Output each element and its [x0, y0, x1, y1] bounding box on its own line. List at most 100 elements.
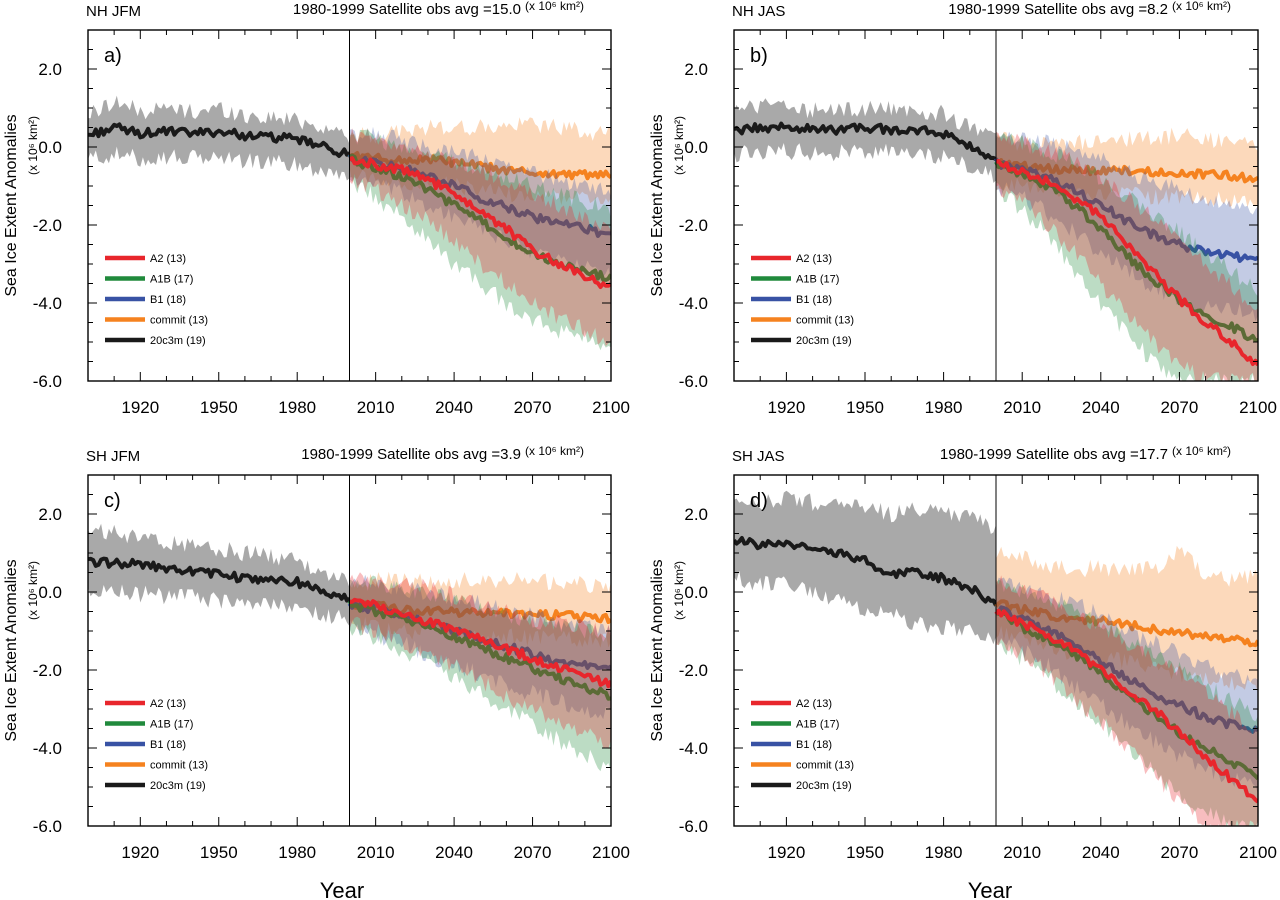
y-tick-label: 2.0 — [684, 60, 708, 79]
legend-label: A1B (17) — [150, 274, 193, 286]
x-axis-label-year-left: Year — [320, 878, 364, 900]
series-line-20c3m — [88, 122, 351, 158]
panel-letter: c) — [104, 490, 121, 512]
legend-label: A2 (13) — [150, 253, 186, 265]
legend-label: A1B (17) — [150, 719, 193, 731]
x-tick-label: 1980 — [278, 398, 316, 417]
legend: A2 (13) A1B (17) B1 (18) commit (13) 20c3m (… — [751, 698, 854, 792]
x-tick-label: 2010 — [357, 843, 395, 862]
spread-band-20c3m — [734, 98, 996, 183]
subtitle-units: (x 10⁶ km²) — [525, 444, 584, 458]
x-tick-label: 2040 — [435, 843, 473, 862]
spread-band-a2 — [349, 128, 611, 347]
x-tick-label: 1950 — [200, 843, 238, 862]
series-line-a2 — [995, 159, 1258, 367]
series-line-a1b — [994, 161, 1258, 343]
subtitle-units: (x 10⁶ km²) — [1172, 444, 1231, 458]
legend-label: B1 (18) — [150, 739, 186, 751]
panel-letter: b) — [750, 45, 768, 67]
x-tick-label: 2010 — [357, 398, 395, 417]
series-line-20c3m — [88, 556, 351, 603]
legend-label: commit (13) — [150, 315, 208, 327]
x-tick-label: 2070 — [1160, 843, 1198, 862]
panel-nh-jfm: -6.0 -4.0 -2.0 0.0 2.0 1920 1950 1980 2010 2040 20… — [3, 0, 630, 417]
series-line-20c3m — [734, 121, 997, 162]
panel-region-title: NH JFM — [86, 3, 141, 20]
y-tick-label: -6.0 — [679, 372, 708, 391]
y-tick-label: 2.0 — [684, 505, 708, 524]
spread-band-20c3m — [88, 95, 350, 181]
y-tick-label: -6.0 — [33, 372, 62, 391]
satellite-obs-subtitle: 1980-1999 Satellite obs avg =17.7 — [940, 446, 1168, 463]
spread-band-b1 — [996, 131, 1258, 322]
y-tick-label: -2.0 — [679, 661, 708, 680]
spread-band-a2 — [349, 572, 611, 749]
x-tick-label: 1980 — [925, 398, 963, 417]
x-tick-label: 1920 — [767, 843, 805, 862]
series-line-a2 — [349, 597, 611, 689]
x-tick-label: 1920 — [767, 398, 805, 417]
spread-band-commit — [996, 545, 1258, 693]
y-axis-units: (x 10⁶ km²) — [26, 116, 40, 175]
x-tick-label: 1950 — [846, 843, 884, 862]
y-tick-label: 0.0 — [684, 583, 708, 602]
x-tick-label: 1920 — [121, 843, 159, 862]
spread-band-a2 — [996, 131, 1258, 381]
y-tick-label: -6.0 — [679, 817, 708, 836]
x-axis-label-year-right: Year — [968, 878, 1012, 900]
legend-label: B1 (18) — [150, 294, 186, 306]
legend-label: 20c3m (19) — [150, 335, 206, 347]
y-tick-label: 2.0 — [38, 60, 62, 79]
spread-band-20c3m — [88, 523, 350, 627]
legend-label: A1B (17) — [796, 274, 839, 286]
y-axis-label: Sea Ice Extent Anomalies — [649, 114, 666, 296]
spread-band-20c3m — [734, 490, 996, 645]
y-tick-label: -2.0 — [33, 216, 62, 235]
x-tick-label: 2040 — [1082, 398, 1120, 417]
x-tick-label: 1950 — [846, 398, 884, 417]
panel-letter: a) — [104, 45, 122, 67]
legend-label: 20c3m (19) — [796, 780, 852, 792]
legend-label: B1 (18) — [796, 294, 832, 306]
y-tick-label: -6.0 — [33, 817, 62, 836]
x-tick-label: 1920 — [121, 398, 159, 417]
legend-label: 20c3m (19) — [796, 335, 852, 347]
y-tick-label: -4.0 — [679, 294, 708, 313]
y-axis-label: Sea Ice Extent Anomalies — [3, 559, 20, 741]
legend: A2 (13) A1B (17) B1 (18) commit (13) 20c3m (… — [105, 253, 208, 347]
x-tick-label: 1980 — [278, 843, 316, 862]
legend: A2 (13) A1B (17) B1 (18) commit (13) 20c3m (… — [105, 698, 208, 792]
x-tick-label: 2100 — [592, 398, 630, 417]
panel-region-title: SH JAS — [732, 448, 785, 465]
panel-sh-jas: -6.0 -4.0 -2.0 0.0 2.0 1920 1950 1980 2010 2040 20… — [649, 444, 1277, 862]
series-line-commit — [348, 600, 611, 624]
x-tick-label: 2040 — [435, 398, 473, 417]
y-axis-units: (x 10⁶ km²) — [26, 561, 40, 620]
y-axis-label: Sea Ice Extent Anomalies — [3, 114, 20, 296]
spread-band-a2 — [996, 575, 1258, 826]
legend: A2 (13) A1B (17) B1 (18) commit (13) 20c3m (… — [751, 253, 854, 347]
y-tick-label: -2.0 — [679, 216, 708, 235]
series-line-commit — [995, 158, 1258, 184]
x-tick-label: 2100 — [1239, 398, 1277, 417]
panel-region-title: NH JAS — [732, 3, 785, 20]
panel-region-title: SH JFM — [86, 448, 140, 465]
satellite-obs-subtitle: 1980-1999 Satellite obs avg =8.2 — [948, 1, 1168, 18]
x-tick-label: 2100 — [1239, 843, 1277, 862]
legend-label: commit (13) — [150, 760, 208, 772]
y-tick-label: 0.0 — [38, 138, 62, 157]
series-line-commit — [994, 599, 1258, 648]
spread-band-commit — [349, 571, 611, 648]
series-line-a1b — [347, 600, 611, 701]
legend-label: 20c3m (19) — [150, 780, 206, 792]
legend-label: A1B (17) — [796, 719, 839, 731]
x-tick-label: 2010 — [1003, 843, 1041, 862]
legend-label: commit (13) — [796, 315, 854, 327]
series-line-a2 — [994, 608, 1258, 804]
legend-label: A2 (13) — [150, 698, 186, 710]
panel-nh-jas: -6.0 -4.0 -2.0 0.0 2.0 1920 1950 1980 2010 2040 20… — [649, 0, 1277, 417]
y-tick-label: 2.0 — [38, 505, 62, 524]
legend-label: A2 (13) — [796, 698, 832, 710]
legend-label: A2 (13) — [796, 253, 832, 265]
